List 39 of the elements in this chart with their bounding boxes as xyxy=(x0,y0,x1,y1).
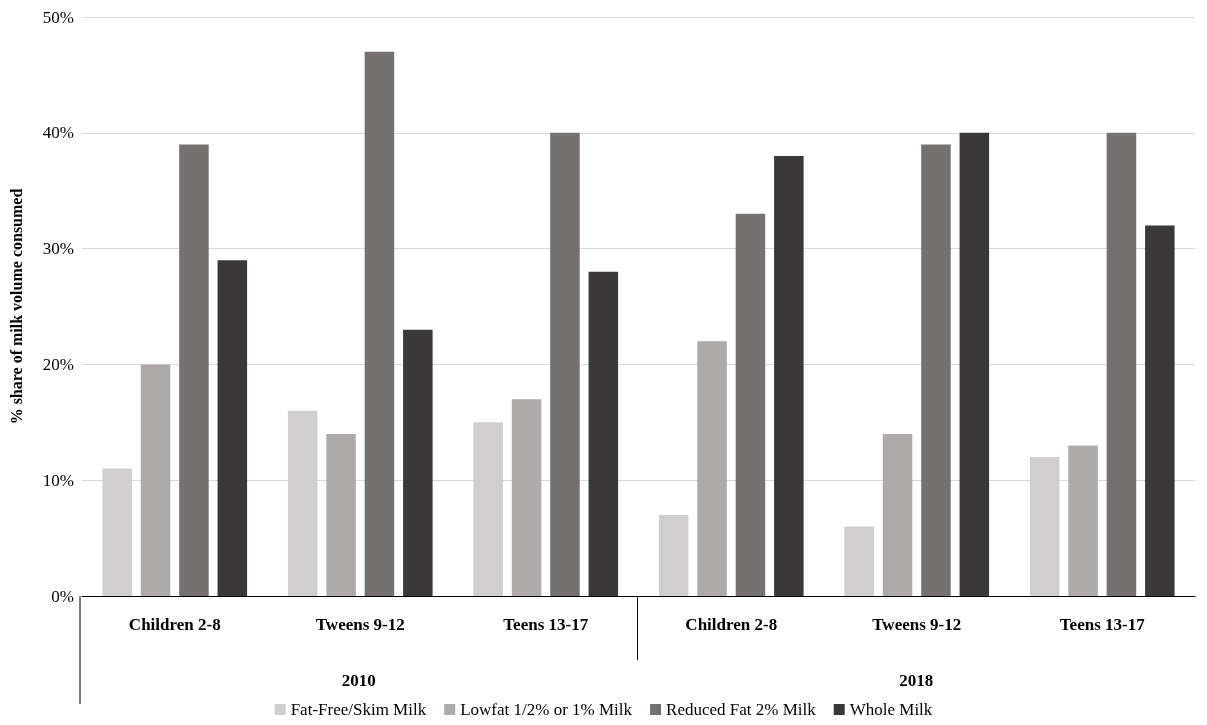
bar xyxy=(959,132,990,596)
x-tick-label: Children 2-8 xyxy=(685,615,778,634)
bar xyxy=(403,329,433,596)
legend-label: Whole Milk xyxy=(849,700,933,719)
bar xyxy=(1068,445,1098,596)
y-tick-label: 0% xyxy=(51,586,74,606)
y-tick-label: 20% xyxy=(42,354,74,374)
x-tick-label: Tweens 9-12 xyxy=(315,615,405,634)
legend-label: Fat-Free/Skim Milk xyxy=(290,700,427,719)
text: 2010 xyxy=(341,670,376,690)
bar xyxy=(511,399,542,596)
bar xyxy=(921,144,951,596)
y-tick-label: 50% xyxy=(42,7,74,27)
legend-label: Lowfat 1/2% or 1% Milk xyxy=(460,700,633,719)
bar xyxy=(326,433,356,596)
bar xyxy=(217,260,248,596)
x-tick-label: Teens 13-17 xyxy=(1059,615,1146,634)
y-tick-label: 10% xyxy=(42,470,74,490)
bar xyxy=(364,51,395,596)
bar xyxy=(735,213,766,596)
bar xyxy=(1106,132,1137,596)
y-tick-label: 30% xyxy=(42,239,74,259)
bar xyxy=(550,132,580,596)
bar xyxy=(882,433,913,596)
bar xyxy=(1145,225,1175,596)
bar xyxy=(588,271,619,596)
bar xyxy=(140,364,171,596)
y-axis-title: % share of milk volume consumed xyxy=(7,188,25,425)
bar xyxy=(658,514,689,596)
legend-label: Reduced Fat 2% Milk xyxy=(666,700,817,719)
bar xyxy=(774,155,804,596)
x-tick-label: Children 2-8 xyxy=(128,615,221,634)
x-tick-label: Teens 13-17 xyxy=(503,615,589,634)
bar xyxy=(179,144,209,596)
x-tick-label: Tweens 9-12 xyxy=(872,615,962,634)
y-tick-label: 40% xyxy=(42,123,74,143)
bar xyxy=(697,341,727,596)
bar xyxy=(844,526,874,596)
text: 2018 xyxy=(899,670,934,690)
